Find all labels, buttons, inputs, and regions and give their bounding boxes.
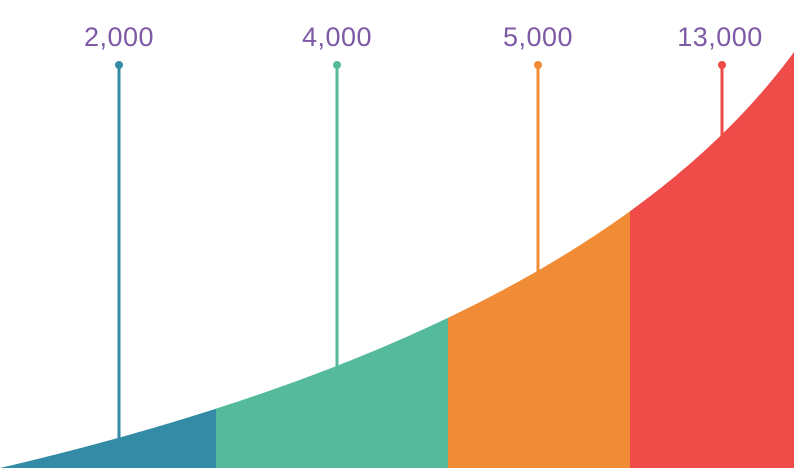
area-segment-4000 — [216, 317, 448, 468]
marker-dot-5000 — [534, 61, 542, 69]
value-label-2000: 2,000 — [83, 22, 155, 52]
marker-dot-13000 — [718, 61, 726, 69]
marker-dot-2000 — [115, 61, 123, 69]
value-label-4000: 4,000 — [301, 22, 373, 52]
area-segment-2000 — [0, 408, 216, 468]
value-label-13000: 13,000 — [677, 22, 763, 52]
marker-dot-4000 — [333, 61, 341, 69]
area-segment-13000 — [630, 52, 794, 468]
area-segment-5000 — [448, 211, 630, 468]
value-label-5000: 5,000 — [502, 22, 574, 52]
